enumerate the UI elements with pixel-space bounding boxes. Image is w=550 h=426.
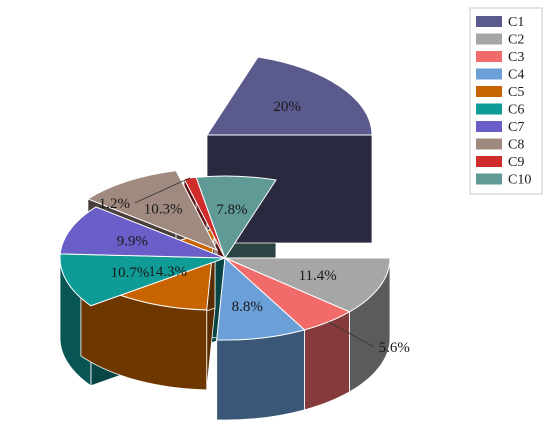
legend-label-c10: C10 — [508, 173, 531, 188]
legend-label-c7: C7 — [508, 120, 524, 135]
data-label-c6: 10.7% — [111, 265, 150, 281]
data-label-c9: 1.2% — [99, 196, 130, 212]
data-label-c2: 11.4% — [299, 268, 337, 284]
legend-label-c3: C3 — [508, 50, 524, 65]
data-label-c5: 14.3% — [148, 264, 187, 280]
data-label-c8: 10.3% — [144, 202, 183, 218]
legend-swatch-c8 — [476, 138, 502, 150]
legend-label-c9: C9 — [508, 155, 524, 170]
legend-label-c1: C1 — [508, 15, 524, 30]
slice-c2 — [224, 257, 391, 313]
legend-label-c6: C6 — [508, 103, 524, 118]
legend-swatch-c10 — [476, 173, 502, 185]
data-label-c10: 7.8% — [216, 202, 247, 218]
legend-swatch-c7 — [476, 121, 502, 132]
slice-c6 — [59, 253, 226, 307]
legend-swatch-c5 — [476, 86, 502, 97]
legend-swatch-c6 — [476, 103, 502, 115]
legend-label-c8: C8 — [508, 138, 524, 153]
legend-label-c2: C2 — [508, 33, 524, 48]
legend-swatch-c3 — [476, 51, 502, 62]
legend-swatch-c4 — [476, 68, 502, 80]
legend-swatch-c1 — [476, 16, 502, 27]
legend-swatch-c9 — [476, 156, 502, 167]
leader-line-c3 — [328, 321, 374, 348]
slice-c8 — [86, 170, 219, 251]
leader-line-c9 — [134, 177, 191, 204]
slice-c4 — [216, 256, 306, 341]
slice-side-c4 — [216, 329, 305, 421]
data-label-c7: 9.9% — [117, 234, 148, 250]
data-label-c4: 8.8% — [232, 299, 263, 315]
data-label-c1: 20% — [273, 99, 301, 115]
slice-c7 — [59, 206, 226, 259]
legend-label-c5: C5 — [508, 85, 524, 100]
slice-c10 — [195, 175, 277, 260]
legend-label-c4: C4 — [508, 68, 524, 83]
data-label-c3: 5.6% — [379, 340, 410, 356]
legend-swatch-c2 — [476, 33, 502, 45]
slice-c1 — [206, 56, 373, 136]
